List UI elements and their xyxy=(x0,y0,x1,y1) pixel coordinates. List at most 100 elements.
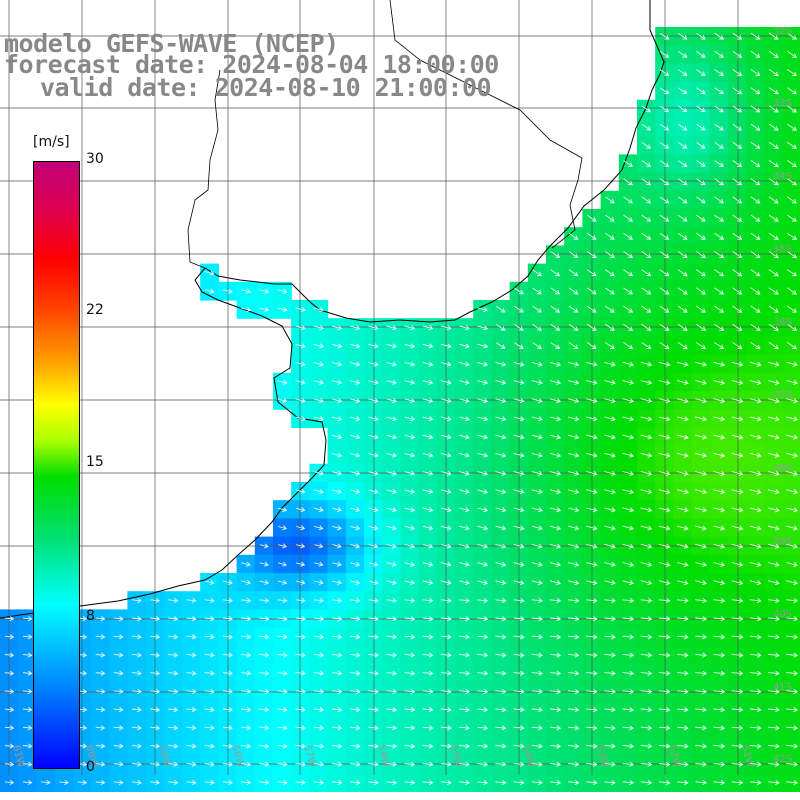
wind-arrow xyxy=(131,616,142,622)
wind-arrow xyxy=(531,470,543,476)
wind-arrow xyxy=(259,306,270,312)
wind-arrow xyxy=(4,725,15,731)
wind-arrow xyxy=(332,507,342,513)
wind-arrow xyxy=(277,379,288,385)
wind-arrow xyxy=(659,87,670,94)
wind-arrow xyxy=(204,579,215,585)
wind-arrow xyxy=(477,707,489,713)
wind-arrow xyxy=(586,452,598,458)
wind-arrow xyxy=(222,743,233,749)
wind-arrow xyxy=(222,707,233,713)
wind-arrow xyxy=(604,543,616,549)
wind-arrow xyxy=(513,507,525,513)
wind-arrow xyxy=(295,361,306,367)
wind-arrow xyxy=(604,616,616,622)
wind-arrow xyxy=(4,652,15,658)
wind-arrow xyxy=(549,379,562,385)
wind-arrow xyxy=(404,634,416,640)
wind-arrow xyxy=(404,597,416,604)
wind-arrow xyxy=(368,361,379,367)
wind-arrow xyxy=(277,507,288,513)
wind-arrow xyxy=(568,634,580,640)
wind-arrow xyxy=(495,597,507,604)
wind-arrow xyxy=(313,779,325,786)
wind-arrow xyxy=(622,543,635,549)
wind-arrow xyxy=(767,597,780,604)
wind-arrow xyxy=(386,416,397,422)
wind-arrow xyxy=(422,561,434,567)
wind-arrow xyxy=(586,251,597,258)
wind-arrow xyxy=(768,69,779,77)
wind-arrow xyxy=(386,397,397,404)
wind-arrow xyxy=(732,178,743,186)
wind-arrow xyxy=(349,707,361,713)
wind-arrow xyxy=(295,743,306,749)
wind-arrow xyxy=(477,307,489,313)
wind-arrow xyxy=(549,652,562,658)
wind-arrow xyxy=(222,288,233,294)
wind-arrow xyxy=(368,597,379,604)
wind-arrow xyxy=(658,779,671,786)
wind-arrow xyxy=(749,761,762,767)
wind-arrow xyxy=(677,779,689,786)
wind-arrow xyxy=(714,178,724,186)
wind-arrow xyxy=(350,634,361,640)
wind-arrow xyxy=(59,779,69,786)
wind-arrow xyxy=(767,616,780,622)
wind-arrow xyxy=(277,597,288,604)
wind-arrow xyxy=(749,725,762,731)
wind-arrow xyxy=(422,597,434,604)
wind-arrow xyxy=(713,489,726,495)
lat-label: 41S xyxy=(773,682,792,693)
wind-arrow xyxy=(531,743,543,749)
wind-arrow xyxy=(732,342,743,350)
wind-arrow xyxy=(659,105,670,113)
wind-arrow xyxy=(350,470,361,476)
wind-arrow xyxy=(604,597,616,604)
wind-arrow xyxy=(422,507,434,513)
wind-arrow xyxy=(404,543,416,549)
wind-arrow xyxy=(605,232,615,240)
wind-arrow xyxy=(549,688,562,695)
wind-arrow xyxy=(296,525,306,531)
wind-cell xyxy=(782,300,800,319)
wind-arrow xyxy=(349,688,361,695)
wind-arrow xyxy=(622,580,635,586)
wind-arrow xyxy=(422,343,434,349)
wind-arrow xyxy=(350,597,361,604)
wind-arrow xyxy=(459,707,470,713)
wind-arrow xyxy=(350,343,361,349)
wind-arrow xyxy=(368,416,379,422)
wind-arrow xyxy=(204,761,215,767)
wind-arrow xyxy=(749,580,762,586)
wind-arrow xyxy=(313,725,325,731)
wind-arrow xyxy=(331,707,343,713)
wind-arrow xyxy=(732,251,743,259)
wind-arrow xyxy=(495,525,507,531)
wind-arrow xyxy=(477,525,489,531)
wind-arrow xyxy=(204,779,215,786)
wind-arrow xyxy=(113,743,124,749)
wind-arrow xyxy=(658,543,671,549)
lat-label: 40S xyxy=(773,609,792,620)
wind-cell xyxy=(782,136,800,155)
wind-arrow xyxy=(749,634,762,640)
wind-arrow xyxy=(695,761,707,767)
wind-arrow xyxy=(222,652,233,658)
wind-arrow xyxy=(749,470,762,477)
wind-arrow xyxy=(604,525,616,531)
wind-arrow xyxy=(404,507,416,513)
wind-cell xyxy=(782,190,800,210)
wind-arrow xyxy=(440,725,452,731)
wind-arrow xyxy=(422,725,434,731)
wind-arrow xyxy=(714,142,724,149)
wind-arrow xyxy=(659,69,670,76)
wind-arrow xyxy=(404,379,416,385)
wind-arrow xyxy=(495,616,507,622)
wind-arrow xyxy=(586,616,598,622)
wind-arrow xyxy=(549,361,562,367)
wind-arrow xyxy=(623,160,633,167)
wind-arrow xyxy=(658,470,671,477)
wind-arrow xyxy=(4,707,15,713)
wind-arrow xyxy=(676,379,689,385)
